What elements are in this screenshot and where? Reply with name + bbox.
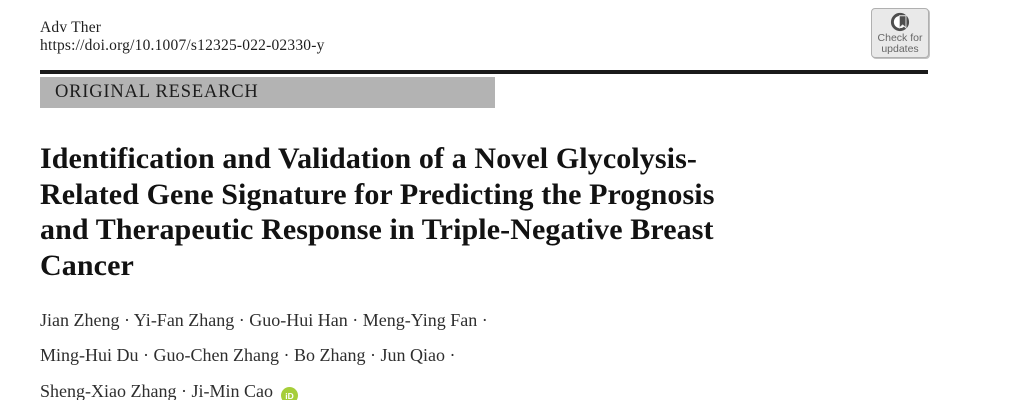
title-line: Cancer xyxy=(40,248,134,282)
author-line: Sheng-Xiao Zhang · Ji-Min Cao iD xyxy=(40,374,740,400)
article-title: Identification and Validation of a Novel… xyxy=(40,141,900,283)
journal-header: Adv Ther https://doi.org/10.1007/s12325-… xyxy=(40,19,325,54)
badge-label-line1: Check for xyxy=(877,32,923,44)
crossmark-bookmark-icon xyxy=(890,12,910,32)
author-list: Jian Zheng · Yi-Fan Zhang · Guo-Hui Han … xyxy=(40,303,740,400)
section-label: ORIGINAL RESEARCH xyxy=(55,82,259,102)
title-line: Related Gene Signature for Predicting th… xyxy=(40,177,715,211)
badge-label-line2: updates xyxy=(881,43,919,55)
orcid-icon-label: iD xyxy=(285,390,294,400)
section-banner: ORIGINAL RESEARCH xyxy=(40,77,495,108)
author-line-text: Sheng-Xiao Zhang · Ji-Min Cao xyxy=(40,380,273,400)
orcid-icon[interactable]: iD xyxy=(280,387,298,400)
journal-name: Adv Ther xyxy=(40,19,102,36)
check-for-updates-badge[interactable]: Check for updates xyxy=(871,8,929,58)
author-line: Ming-Hui Du · Guo-Chen Zhang · Bo Zhang … xyxy=(40,345,456,366)
doi-link[interactable]: https://doi.org/10.1007/s12325-022-02330… xyxy=(40,36,325,54)
title-line: Identification and Validation of a Novel… xyxy=(40,142,697,175)
header-divider-rule xyxy=(40,70,928,74)
title-line: and Therapeutic Response in Triple-Negat… xyxy=(40,213,714,246)
author-line: Jian Zheng · Yi-Fan Zhang · Guo-Hui Han … xyxy=(40,310,488,330)
